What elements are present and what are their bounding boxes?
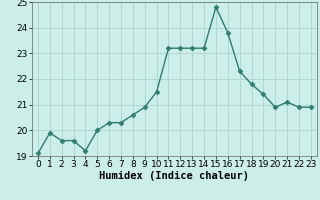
X-axis label: Humidex (Indice chaleur): Humidex (Indice chaleur) [100, 171, 249, 181]
